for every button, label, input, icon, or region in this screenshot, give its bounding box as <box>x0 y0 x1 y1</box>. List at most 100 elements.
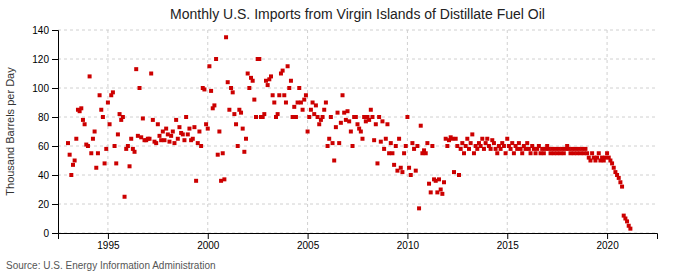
point <box>294 115 298 119</box>
point <box>154 141 158 145</box>
point <box>359 130 363 134</box>
y-tick-label: 40 <box>38 170 50 181</box>
point <box>372 138 376 142</box>
point <box>246 72 250 76</box>
point <box>389 141 393 145</box>
point <box>254 115 258 119</box>
point <box>309 108 313 112</box>
point <box>91 137 95 141</box>
point <box>182 138 186 142</box>
point <box>86 144 90 148</box>
y-grid-line <box>58 88 657 89</box>
y-axis: 020406080100120140 <box>32 25 58 239</box>
point <box>113 144 117 148</box>
point <box>262 112 266 116</box>
x-grid-line <box>107 30 108 233</box>
point <box>266 83 270 87</box>
y-tick: 40 <box>38 170 58 181</box>
point <box>390 151 394 155</box>
x-axis: 199520002005201020152020 <box>59 233 658 251</box>
x-tick-label: 2010 <box>397 240 420 251</box>
point <box>397 137 401 141</box>
point <box>346 109 350 113</box>
point <box>181 132 185 136</box>
point <box>467 147 471 151</box>
point <box>492 141 496 145</box>
point <box>424 151 428 155</box>
point <box>216 153 220 157</box>
point <box>141 116 145 120</box>
point <box>392 163 396 167</box>
point <box>331 141 335 145</box>
point <box>583 147 587 151</box>
point <box>327 137 331 141</box>
y-tick-label: 120 <box>32 54 49 65</box>
point <box>610 161 614 165</box>
point <box>151 118 155 122</box>
point <box>289 79 293 83</box>
point <box>282 93 286 97</box>
point <box>206 127 210 131</box>
point <box>83 122 87 126</box>
x-tick: 2000 <box>197 233 220 251</box>
point <box>375 161 379 165</box>
point <box>221 151 225 155</box>
point <box>394 144 398 148</box>
point <box>204 122 208 126</box>
point <box>302 98 306 102</box>
point <box>157 134 161 138</box>
y-grid-line <box>58 204 657 205</box>
point <box>286 64 290 68</box>
x-tick-label: 2000 <box>197 240 220 251</box>
point <box>400 170 404 174</box>
point <box>427 182 431 186</box>
point <box>485 137 489 141</box>
title: Monthly U.S. Imports from Virgin Islands… <box>170 6 545 22</box>
point <box>425 141 429 145</box>
point <box>96 151 100 155</box>
point <box>257 57 261 61</box>
point <box>227 108 231 112</box>
point <box>347 119 351 123</box>
point <box>69 173 73 177</box>
point <box>231 90 235 94</box>
y-tick-mark <box>52 175 58 176</box>
point <box>628 227 632 231</box>
point <box>123 195 127 199</box>
point <box>79 106 83 110</box>
point <box>326 144 330 148</box>
point <box>472 151 476 155</box>
x-grid-line <box>607 30 608 233</box>
point <box>470 132 474 136</box>
point <box>341 93 345 97</box>
point <box>439 188 443 192</box>
x-grid-line <box>407 30 408 233</box>
x-tick-mark <box>108 233 109 239</box>
x-tick: 2010 <box>397 233 420 251</box>
point <box>242 150 246 154</box>
point <box>89 151 93 155</box>
point <box>197 130 201 134</box>
point <box>417 206 421 210</box>
point <box>351 144 355 148</box>
point <box>380 119 384 123</box>
point <box>281 69 285 73</box>
point <box>465 137 469 141</box>
point <box>618 180 622 184</box>
point <box>68 153 72 157</box>
point <box>405 115 409 119</box>
point <box>284 101 288 105</box>
point <box>148 137 152 141</box>
point <box>605 151 609 155</box>
point <box>88 74 92 78</box>
point <box>415 144 419 148</box>
point <box>399 166 403 170</box>
x-grid-line <box>207 30 208 233</box>
point <box>287 86 291 90</box>
point <box>385 122 389 126</box>
point <box>462 151 466 155</box>
y-tick-mark <box>52 146 58 147</box>
point <box>307 115 311 119</box>
y-tick: 120 <box>32 54 58 65</box>
point <box>229 86 233 90</box>
